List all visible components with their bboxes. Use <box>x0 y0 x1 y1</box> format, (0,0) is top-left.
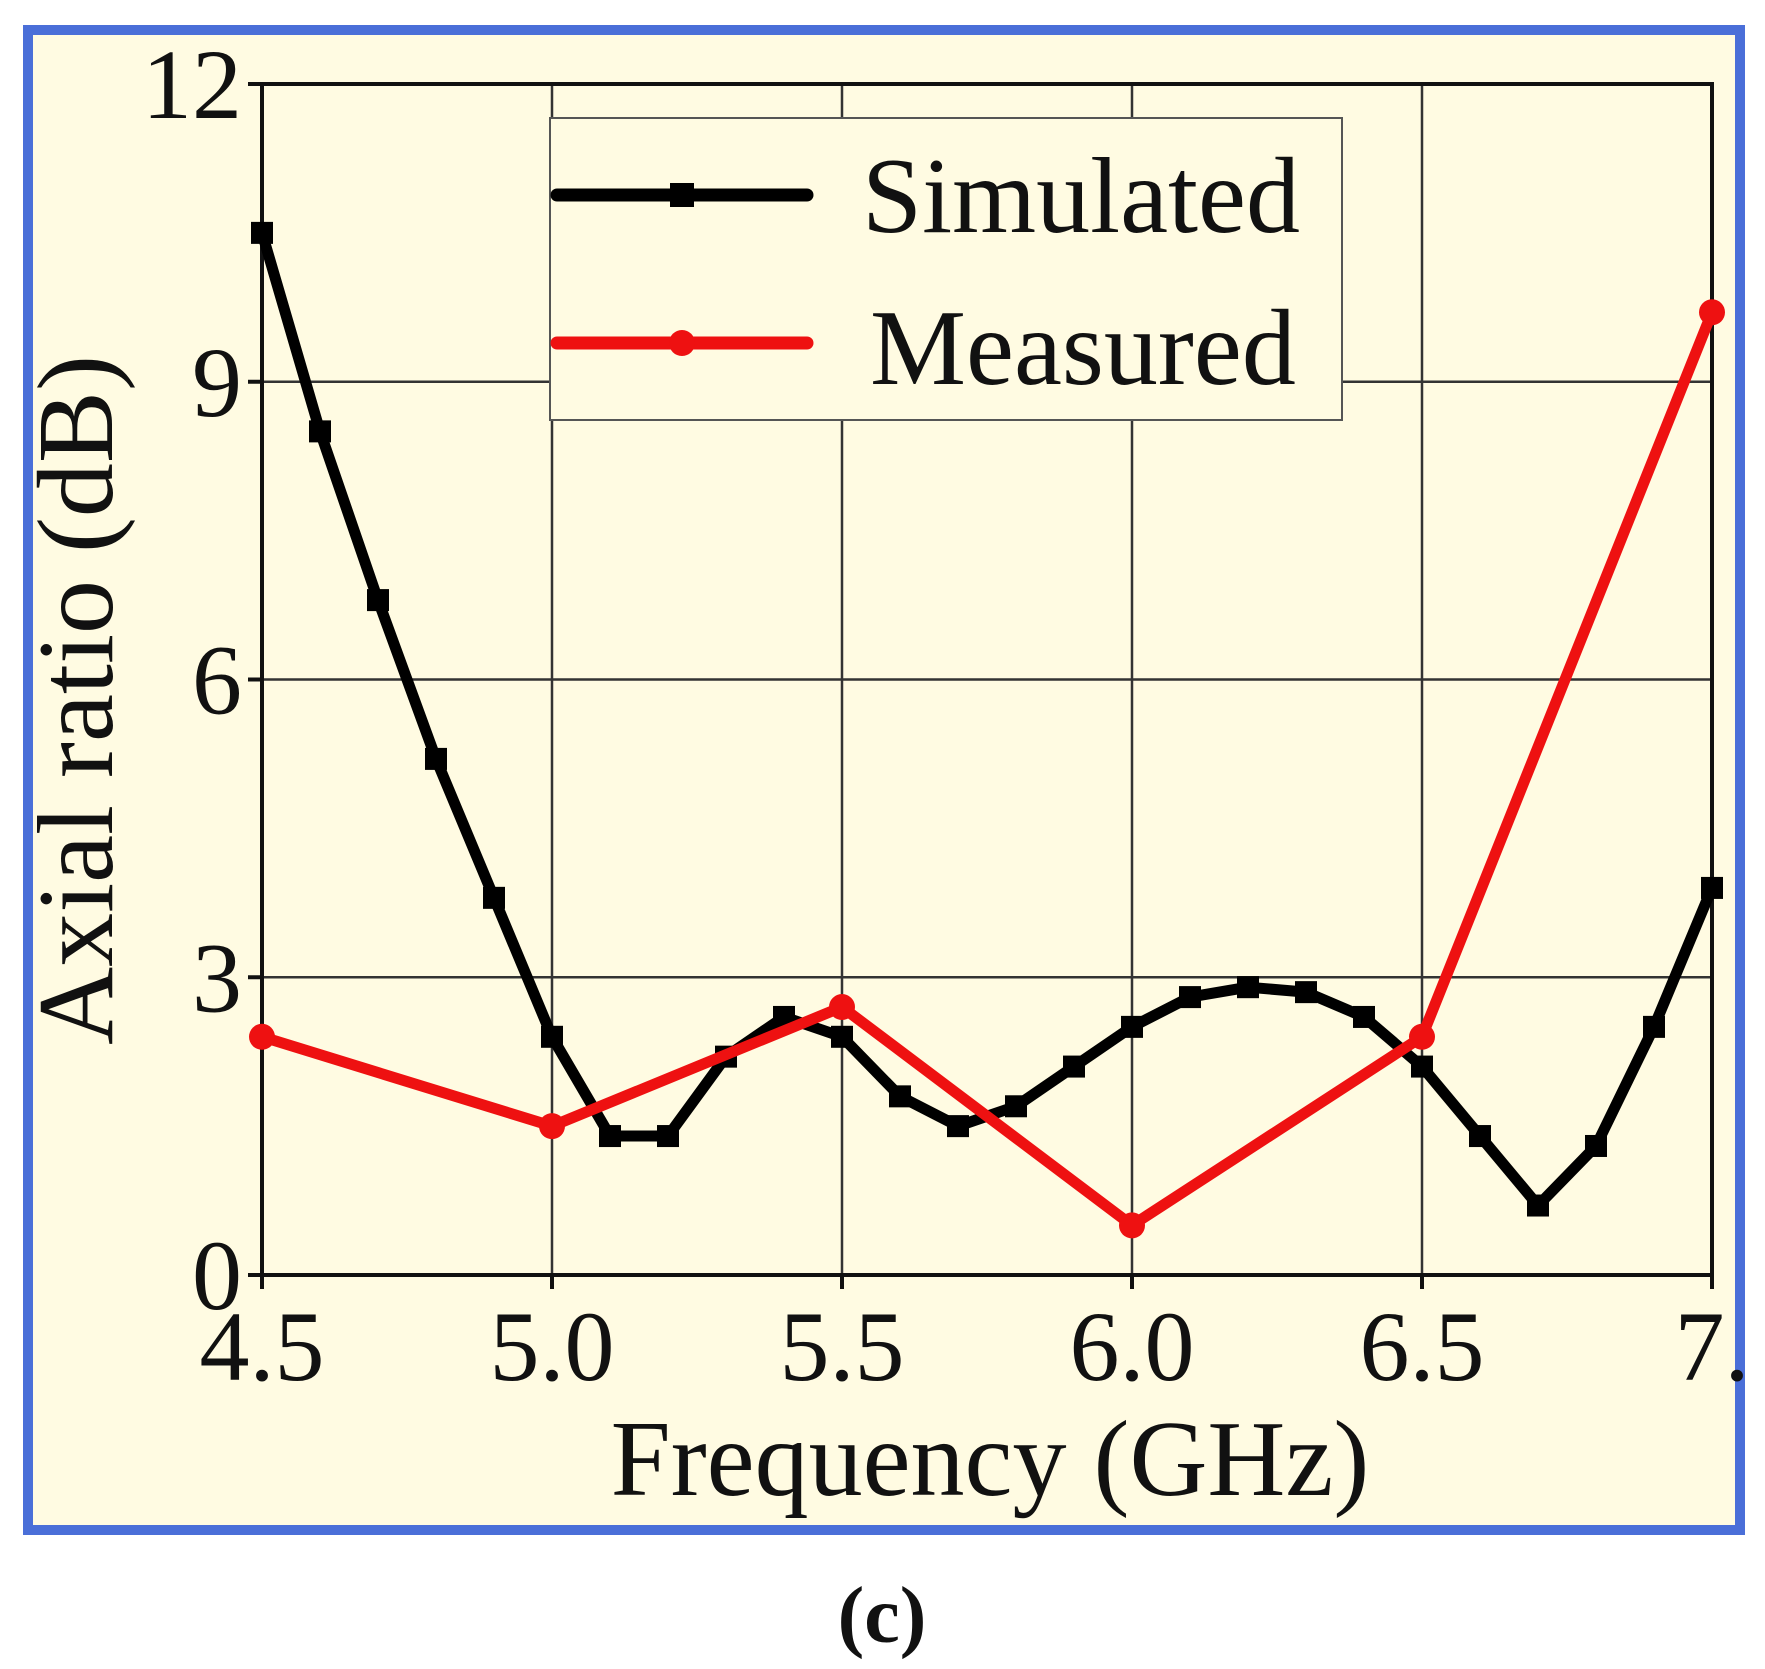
point-measured <box>1699 299 1725 326</box>
x-tick-label: 7. <box>1675 1291 1750 1402</box>
point-simulated <box>309 420 331 443</box>
point-simulated <box>1237 976 1259 999</box>
point-simulated <box>1063 1055 1085 1078</box>
x-tick-label: 5.5 <box>780 1291 905 1402</box>
point-measured <box>249 1023 275 1050</box>
point-measured <box>539 1113 565 1140</box>
point-simulated <box>1411 1055 1433 1078</box>
legend-simulated-marker <box>670 183 694 207</box>
x-tick-label: 6.5 <box>1360 1291 1485 1402</box>
plot-area-border <box>260 82 1714 1277</box>
point-simulated <box>1469 1125 1491 1148</box>
point-simulated <box>1643 1015 1665 1038</box>
legend-measured-label: Measured <box>870 289 1296 408</box>
point-measured <box>1409 1023 1435 1050</box>
point-simulated <box>889 1085 911 1108</box>
point-simulated <box>1585 1134 1607 1157</box>
point-simulated <box>1701 876 1723 899</box>
figure-caption: (c) <box>838 1572 927 1660</box>
y-tick-label: 12 <box>142 29 242 140</box>
axes: 4.5 5.0 5.5 6.0 6.5 7. 0 3 6 9 12 <box>142 29 1750 1402</box>
x-tick-label: 6.0 <box>1070 1291 1195 1402</box>
point-measured <box>829 994 855 1021</box>
point-simulated <box>1005 1095 1027 1118</box>
legend-simulated-label: Simulated <box>862 137 1300 256</box>
series-layer <box>249 221 1725 1239</box>
point-simulated <box>1353 1005 1375 1028</box>
point-simulated <box>483 886 505 909</box>
point-simulated <box>773 1005 795 1028</box>
legend: Simulated Measured <box>549 117 1343 421</box>
y-tick-label: 6 <box>192 625 242 736</box>
y-tick-label: 9 <box>192 327 242 438</box>
legend-box <box>549 117 1343 421</box>
point-measured <box>1119 1212 1145 1239</box>
y-tick-label: 0 <box>192 1220 242 1331</box>
legend-measured-marker <box>669 330 695 356</box>
point-simulated <box>1527 1194 1549 1217</box>
x-axis-label: Frequency (GHz) <box>611 1400 1370 1519</box>
point-simulated <box>1179 986 1201 1009</box>
y-tick-label: 3 <box>192 922 242 1033</box>
point-simulated <box>541 1025 563 1048</box>
point-simulated <box>1295 981 1317 1004</box>
point-simulated <box>251 221 273 244</box>
point-simulated <box>657 1125 679 1148</box>
point-simulated <box>1121 1015 1143 1038</box>
point-simulated <box>831 1025 853 1048</box>
point-simulated <box>425 747 447 770</box>
point-simulated <box>599 1125 621 1148</box>
series-line-measured <box>256 306 1718 1231</box>
point-simulated <box>367 589 389 612</box>
x-tick-label: 4.5 <box>200 1291 325 1402</box>
point-simulated <box>947 1115 969 1138</box>
y-axis-label: Axial ratio (dB) <box>17 355 136 1045</box>
x-tick-label: 5.0 <box>490 1291 615 1402</box>
